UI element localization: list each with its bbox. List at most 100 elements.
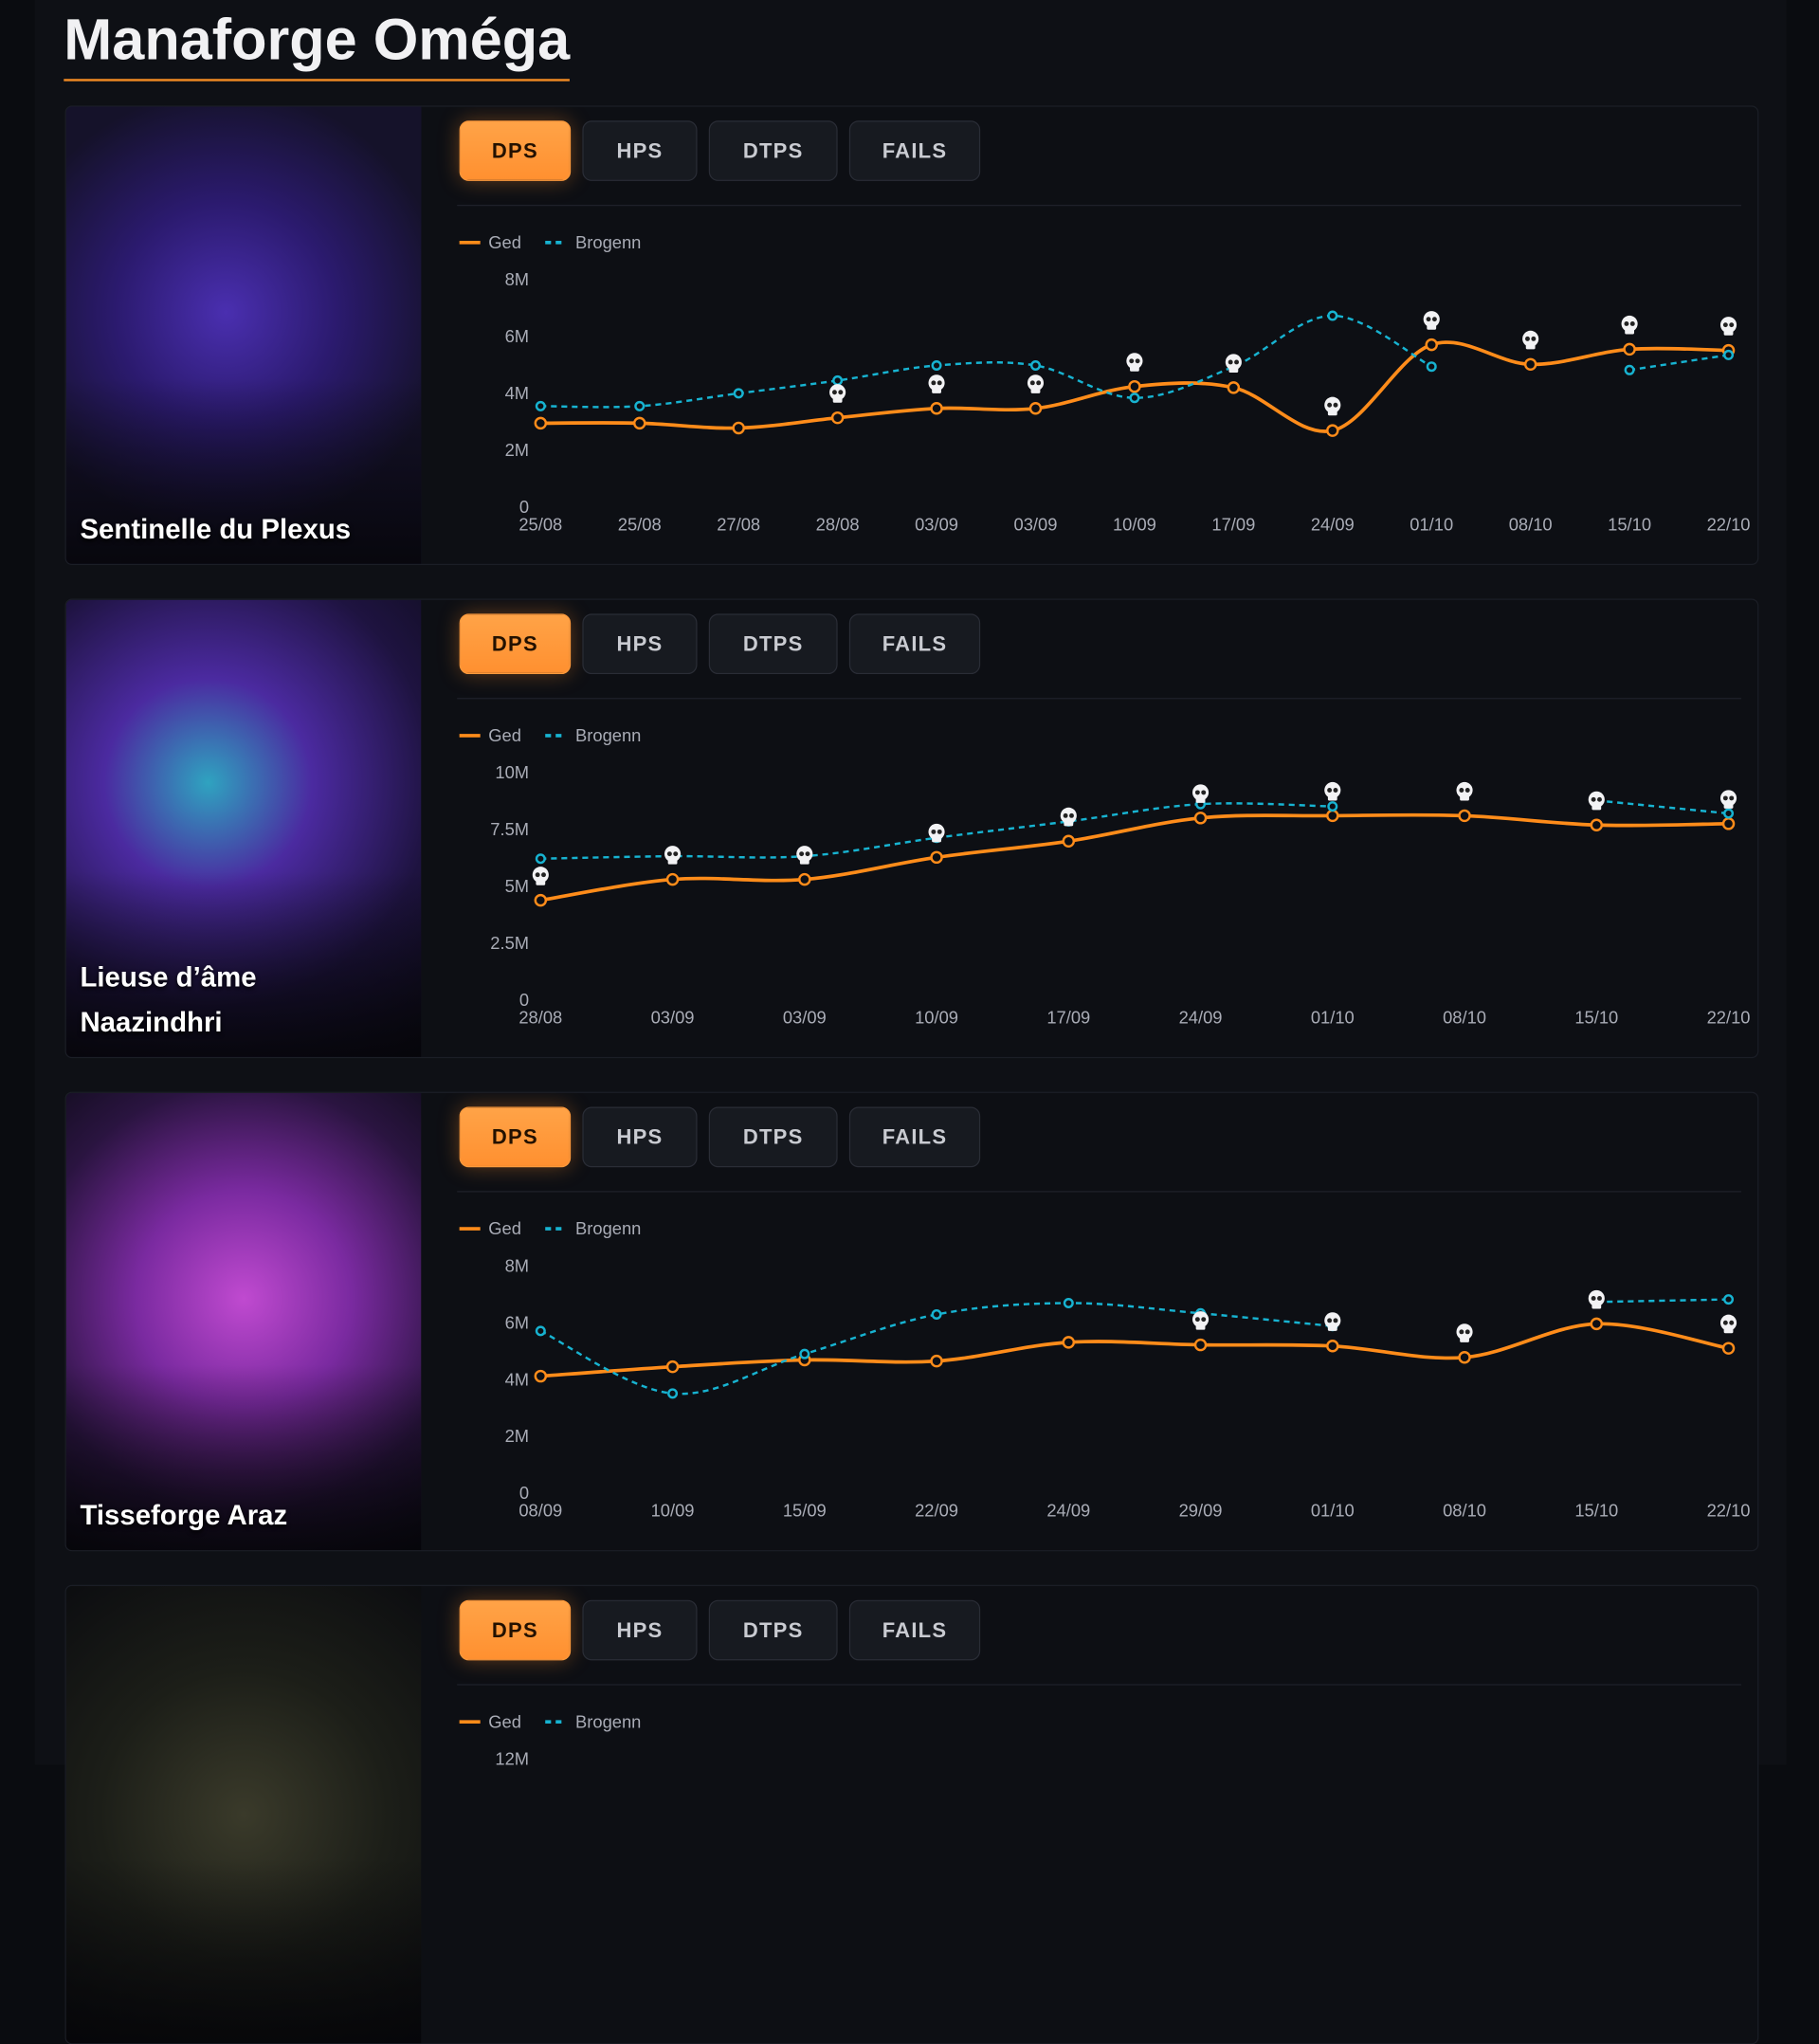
data-point <box>1128 379 1141 393</box>
series-line <box>540 1322 1729 1378</box>
data-point <box>832 374 844 386</box>
death-marker <box>1719 790 1737 809</box>
metric-tab[interactable]: DPS <box>459 1599 572 1661</box>
death-marker <box>1588 791 1605 811</box>
legend-label: Ged <box>488 232 521 252</box>
boss-name: Lieuse d’âme Naazindhri <box>80 961 257 1039</box>
data-point <box>1327 310 1338 321</box>
legend-label: Brogenn <box>575 725 641 745</box>
x-tick-label: 03/09 <box>651 1007 695 1027</box>
data-point <box>1458 809 1471 823</box>
metric-tab[interactable]: FAILS <box>848 1106 981 1168</box>
data-point <box>665 872 680 886</box>
metric-tab[interactable]: DPS <box>459 613 572 675</box>
x-tick-label: 22/10 <box>1707 1007 1751 1027</box>
x-tick-label: 28/08 <box>816 514 860 534</box>
metric-tab[interactable]: DTPS <box>708 1106 838 1168</box>
death-marker <box>1191 784 1210 803</box>
x-tick-label: 08/09 <box>518 1501 562 1521</box>
data-point <box>633 416 646 430</box>
boss-card: Tisseforge Araz DPS HPS DTPS FAILS Ged Brogenn… <box>64 1091 1759 1552</box>
x-tick-label: 08/10 <box>1509 514 1553 534</box>
data-point <box>535 400 546 411</box>
data-point <box>1028 402 1043 415</box>
data-point <box>535 1325 546 1337</box>
data-point <box>1063 1297 1074 1309</box>
data-point <box>1723 808 1735 819</box>
death-marker <box>928 374 945 393</box>
death-marker <box>928 823 945 843</box>
data-point <box>1590 1317 1604 1331</box>
legend-label: Brogenn <box>575 1218 641 1238</box>
death-marker <box>1588 1289 1605 1309</box>
metric-tab[interactable]: DPS <box>459 120 572 181</box>
series-line <box>540 812 1729 903</box>
data-point <box>1721 817 1736 830</box>
x-tick-label: 10/09 <box>915 1007 958 1027</box>
metric-tab[interactable]: FAILS <box>848 613 981 675</box>
metric-tab[interactable]: DTPS <box>708 613 838 675</box>
data-point <box>535 853 546 865</box>
death-marker <box>664 846 682 865</box>
x-tick-label: 15/10 <box>1574 1501 1618 1521</box>
x-tick-label: 22/10 <box>1707 514 1751 534</box>
boss-card: Lieuse d’âme Naazindhri DPS HPS DTPS FAILS Ge… <box>64 598 1759 1059</box>
legend-label: Brogenn <box>575 1711 641 1731</box>
data-point <box>634 400 646 411</box>
x-tick-label: 03/09 <box>915 514 958 534</box>
y-tick-label: 6M <box>505 326 529 346</box>
metric-tab[interactable]: DPS <box>459 1106 572 1168</box>
data-point <box>1426 361 1437 373</box>
data-point <box>1029 359 1041 372</box>
x-tick-label: 24/09 <box>1179 1007 1223 1027</box>
page-title: Manaforge Oméga <box>64 5 571 82</box>
x-tick-label: 10/09 <box>651 1501 695 1521</box>
data-point <box>534 893 548 907</box>
y-tick-label: 4M <box>505 1369 529 1389</box>
metric-tab[interactable]: FAILS <box>848 120 981 181</box>
legend-label: Ged <box>488 1218 521 1238</box>
metric-tab[interactable]: HPS <box>582 1106 698 1168</box>
x-tick-label: 24/09 <box>1046 1501 1090 1521</box>
death-marker <box>1719 1314 1737 1334</box>
y-tick-label: 6M <box>505 1312 529 1332</box>
x-tick-label: 08/10 <box>1443 1501 1486 1521</box>
x-tick-label: 01/10 <box>1311 1501 1355 1521</box>
chart: Ged Brogenn 0 2.5M 5M 7.5M 10M 28/08 03/09 03/09 1… <box>457 698 1751 1027</box>
metric-tab[interactable]: DTPS <box>708 120 838 181</box>
death-marker <box>1719 317 1737 336</box>
series-line <box>540 314 1729 409</box>
chart: Ged Brogenn 12M <box>457 1684 1741 1768</box>
data-point <box>732 421 745 435</box>
y-tick-label: 2.5M <box>490 933 529 953</box>
death-marker <box>1324 1312 1341 1331</box>
data-point <box>931 359 942 372</box>
death-marker <box>1060 807 1077 827</box>
x-tick-label: 15/09 <box>783 1501 827 1521</box>
data-point <box>1193 1338 1208 1352</box>
x-tick-label: 24/09 <box>1311 514 1355 534</box>
y-tick-label: 2M <box>505 1426 529 1446</box>
x-tick-label: 29/09 <box>1179 1501 1223 1521</box>
metric-tab[interactable]: HPS <box>582 120 698 181</box>
y-tick-label: 5M <box>505 876 529 896</box>
x-tick-label: 17/09 <box>1046 1007 1090 1027</box>
metric-tab[interactable]: DTPS <box>708 1599 838 1661</box>
legend-label: Ged <box>488 1711 521 1731</box>
boss-artwork <box>65 599 422 1057</box>
data-point <box>1590 818 1604 831</box>
y-tick-label: 7.5M <box>490 819 529 839</box>
death-marker <box>796 846 813 865</box>
legend-label: Ged <box>488 725 521 745</box>
y-tick-label: 8M <box>505 269 529 289</box>
series-line <box>539 1298 1729 1396</box>
data-point <box>1327 801 1338 812</box>
data-point <box>1326 424 1339 437</box>
metric-tab[interactable]: HPS <box>582 613 698 675</box>
metric-tab[interactable]: FAILS <box>848 1599 981 1661</box>
death-marker <box>1225 354 1242 373</box>
x-tick-label: 15/10 <box>1574 1007 1618 1027</box>
death-marker <box>1126 353 1143 372</box>
metric-tab[interactable]: HPS <box>582 1599 698 1661</box>
data-point <box>733 388 744 399</box>
